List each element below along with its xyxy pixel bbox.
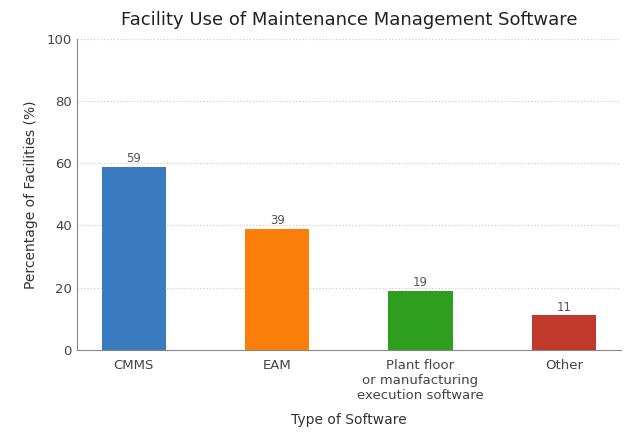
Bar [102,166,166,350]
Bar [245,229,309,350]
Text: 59: 59 [126,152,141,165]
Y-axis label: Percentage of Facilities (%): Percentage of Facilities (%) [24,100,38,289]
Title: Facility Use of Maintenance Management Software: Facility Use of Maintenance Management S… [120,11,577,29]
Text: 19: 19 [413,276,428,289]
Bar [388,291,452,350]
Bar [532,316,596,350]
Text: 39: 39 [269,214,285,227]
X-axis label: Type of Software: Type of Software [291,413,406,427]
Text: 11: 11 [556,301,572,314]
